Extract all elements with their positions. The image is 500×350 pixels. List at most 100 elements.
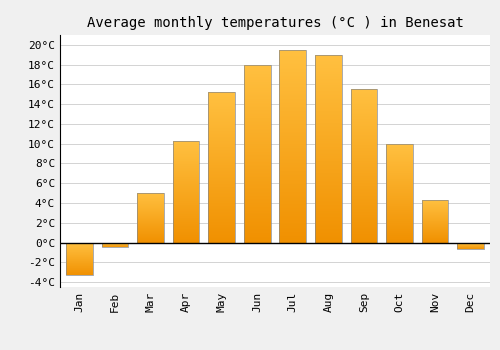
Bar bbox=[280, 209, 306, 210]
Bar bbox=[280, 187, 306, 188]
Bar bbox=[244, 241, 270, 243]
Bar bbox=[315, 78, 342, 79]
Bar bbox=[422, 208, 448, 209]
Bar bbox=[208, 134, 235, 135]
Bar bbox=[208, 129, 235, 130]
Bar bbox=[315, 226, 342, 227]
Bar bbox=[280, 153, 306, 154]
Bar bbox=[244, 65, 270, 66]
Bar bbox=[208, 113, 235, 114]
Bar bbox=[350, 211, 377, 212]
Bar bbox=[386, 178, 412, 179]
Bar bbox=[138, 207, 164, 208]
Bar bbox=[173, 154, 200, 155]
Bar bbox=[244, 184, 270, 185]
Bar bbox=[173, 202, 200, 203]
Bar bbox=[315, 68, 342, 69]
Bar bbox=[244, 194, 270, 195]
Bar bbox=[244, 160, 270, 161]
Bar bbox=[173, 152, 200, 153]
Bar bbox=[280, 142, 306, 143]
Bar bbox=[244, 224, 270, 225]
Bar bbox=[244, 138, 270, 139]
Bar bbox=[315, 161, 342, 162]
Bar bbox=[208, 234, 235, 236]
Bar bbox=[173, 162, 200, 163]
Bar bbox=[208, 182, 235, 183]
Bar bbox=[173, 184, 200, 185]
Bar bbox=[173, 177, 200, 178]
Bar bbox=[350, 241, 377, 243]
Bar bbox=[244, 216, 270, 217]
Bar bbox=[66, 256, 93, 257]
Bar bbox=[280, 236, 306, 237]
Bar bbox=[138, 216, 164, 217]
Bar bbox=[315, 208, 342, 209]
Bar bbox=[244, 95, 270, 96]
Bar bbox=[208, 193, 235, 194]
Bar bbox=[208, 185, 235, 186]
Bar bbox=[208, 140, 235, 141]
Bar bbox=[208, 197, 235, 198]
Bar bbox=[315, 134, 342, 135]
Bar bbox=[350, 89, 377, 90]
Bar bbox=[208, 154, 235, 155]
Bar bbox=[173, 205, 200, 206]
Bar bbox=[280, 145, 306, 146]
Bar bbox=[350, 98, 377, 99]
Bar bbox=[280, 178, 306, 179]
Bar bbox=[386, 234, 412, 236]
Bar bbox=[386, 149, 412, 150]
Bar bbox=[173, 211, 200, 212]
Bar bbox=[350, 204, 377, 205]
Bar bbox=[386, 182, 412, 183]
Bar bbox=[138, 230, 164, 231]
Bar bbox=[280, 82, 306, 83]
Bar bbox=[386, 222, 412, 223]
Bar bbox=[244, 78, 270, 79]
Bar bbox=[280, 94, 306, 95]
Bar bbox=[350, 188, 377, 189]
Bar bbox=[422, 222, 448, 223]
Bar bbox=[138, 236, 164, 237]
Bar bbox=[315, 125, 342, 126]
Bar bbox=[315, 139, 342, 140]
Bar bbox=[280, 102, 306, 103]
Bar bbox=[244, 98, 270, 99]
Bar bbox=[280, 149, 306, 150]
Bar bbox=[173, 141, 200, 142]
Bar bbox=[280, 76, 306, 77]
Bar bbox=[244, 93, 270, 94]
Bar bbox=[138, 202, 164, 203]
Bar bbox=[280, 75, 306, 76]
Bar bbox=[386, 148, 412, 149]
Bar bbox=[315, 89, 342, 90]
Bar bbox=[315, 69, 342, 70]
Bar bbox=[386, 236, 412, 237]
Bar bbox=[315, 210, 342, 211]
Bar bbox=[315, 221, 342, 222]
Bar bbox=[350, 146, 377, 147]
Bar bbox=[315, 236, 342, 237]
Bar bbox=[280, 144, 306, 145]
Bar bbox=[350, 133, 377, 134]
Bar bbox=[208, 192, 235, 193]
Bar bbox=[422, 203, 448, 204]
Bar bbox=[280, 54, 306, 55]
Bar bbox=[280, 138, 306, 139]
Bar bbox=[138, 211, 164, 212]
Bar bbox=[66, 244, 93, 245]
Bar bbox=[208, 124, 235, 125]
Bar bbox=[244, 223, 270, 224]
Bar bbox=[422, 202, 448, 203]
Bar bbox=[315, 74, 342, 75]
Bar bbox=[315, 154, 342, 155]
Bar bbox=[350, 201, 377, 202]
Bar bbox=[315, 124, 342, 125]
Bar bbox=[173, 228, 200, 229]
Bar bbox=[173, 218, 200, 219]
Bar bbox=[208, 130, 235, 131]
Bar bbox=[208, 111, 235, 112]
Bar bbox=[457, 245, 484, 246]
Bar bbox=[173, 233, 200, 234]
